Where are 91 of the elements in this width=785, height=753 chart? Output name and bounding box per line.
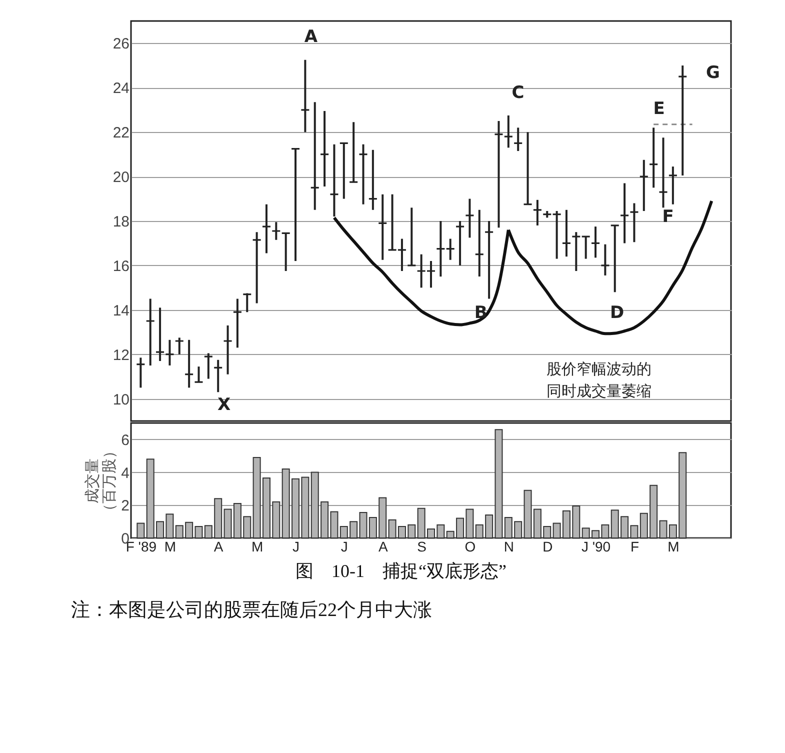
- candlestick: [339, 142, 349, 200]
- candlestick: [658, 136, 668, 209]
- candlestick: [378, 193, 388, 261]
- y-tick-label: 12: [112, 346, 130, 364]
- x-tick-label: F: [630, 538, 640, 554]
- annotation: B: [474, 303, 488, 323]
- x-tick-label: J: [340, 538, 348, 554]
- candlestick: [204, 352, 214, 380]
- x-tick-label: N: [504, 538, 514, 554]
- candlestick: [146, 298, 156, 366]
- candlestick: [455, 220, 465, 266]
- y-tick-label: 24: [112, 80, 130, 98]
- x-tick-label: S: [417, 538, 426, 554]
- x-tick-label: M: [668, 538, 680, 554]
- candlestick: [368, 148, 378, 211]
- candlestick: [406, 206, 416, 266]
- candlestick: [348, 121, 358, 184]
- x-tick-label: J: [292, 538, 300, 554]
- candlestick: [446, 238, 456, 261]
- candlestick: [678, 64, 688, 176]
- candlestick: [513, 126, 523, 152]
- x-tick-label: O: [464, 538, 476, 554]
- candlestick: [668, 166, 678, 206]
- candlestick: [300, 58, 310, 134]
- candlestick: [194, 366, 204, 384]
- candlestick: [504, 114, 514, 149]
- y-tick-label: 20: [112, 169, 130, 186]
- candlestick: [484, 220, 494, 300]
- candlestick: [494, 120, 504, 229]
- candlestick: [232, 298, 242, 349]
- x-tick-label: M: [251, 538, 264, 554]
- y-tick-label: 14: [112, 302, 130, 320]
- candlestick: [329, 143, 340, 218]
- annotation: D: [610, 303, 624, 323]
- annotation: X: [217, 395, 231, 415]
- x-tick-label: D: [542, 538, 553, 554]
- candlestick: [600, 243, 610, 276]
- annotation: C: [512, 83, 524, 103]
- candlestick: [610, 224, 620, 294]
- text: 图 10-1 捕捉“双底形态”: [296, 561, 506, 581]
- annotation: A: [304, 27, 318, 47]
- x-tick-label: M: [164, 538, 176, 554]
- candlestick: [310, 101, 320, 211]
- x-tick-label: A: [214, 538, 224, 554]
- candlestick: [136, 356, 146, 389]
- bar: [136, 522, 145, 538]
- candlestick: [590, 226, 600, 259]
- y-tick-label: 26: [112, 36, 130, 53]
- candlestick: [271, 221, 281, 241]
- annotation: E: [653, 99, 665, 119]
- y-tick-label: 22: [112, 124, 130, 142]
- candlestick: [252, 231, 262, 304]
- annotation: F: [662, 207, 674, 227]
- candlestick: [184, 338, 194, 389]
- candlestick: [629, 202, 640, 244]
- candlestick: [474, 208, 484, 278]
- candlestick: [571, 231, 581, 272]
- x-tick-label: A: [378, 538, 388, 554]
- candlestick: [164, 338, 175, 366]
- y-tick-label: 6: [121, 432, 130, 449]
- y-tick-label: 10: [112, 391, 130, 408]
- candlestick: [320, 110, 330, 188]
- candlestick: [281, 232, 291, 272]
- annotation: 股价窄幅波动的同时成交量萎缩: [546, 361, 652, 400]
- candlestick: [552, 210, 562, 260]
- y-tick-label: 18: [112, 214, 130, 230]
- annotation: G: [706, 63, 720, 83]
- candlestick: [213, 358, 223, 394]
- candlestick: [436, 220, 446, 278]
- candlestick: [648, 126, 658, 189]
- candlestick: [242, 292, 252, 314]
- candlestick: [358, 143, 368, 206]
- y-tick-label: 16: [112, 258, 130, 275]
- candlestick: [222, 324, 233, 376]
- y-axis-title: 成交量（百万股）: [84, 444, 118, 518]
- candlestick: [542, 210, 552, 219]
- candlestick: [464, 198, 475, 239]
- candlestick: [581, 236, 591, 260]
- candlestick: [532, 198, 542, 226]
- candlestick: [262, 203, 272, 254]
- candlestick: [174, 336, 184, 356]
- candlestick: [290, 148, 300, 262]
- candlestick: [620, 182, 630, 244]
- candlestick: [155, 306, 165, 362]
- candlestick: [639, 158, 649, 212]
- y-tick-label: 2: [121, 498, 130, 515]
- text: 注：本图是公司的股票在随后22个月中大涨: [71, 599, 432, 621]
- x-tick-label: J '90: [581, 538, 611, 554]
- candlestick: [562, 208, 572, 258]
- y-tick-label: 4: [121, 464, 130, 482]
- candlestick: [522, 131, 533, 206]
